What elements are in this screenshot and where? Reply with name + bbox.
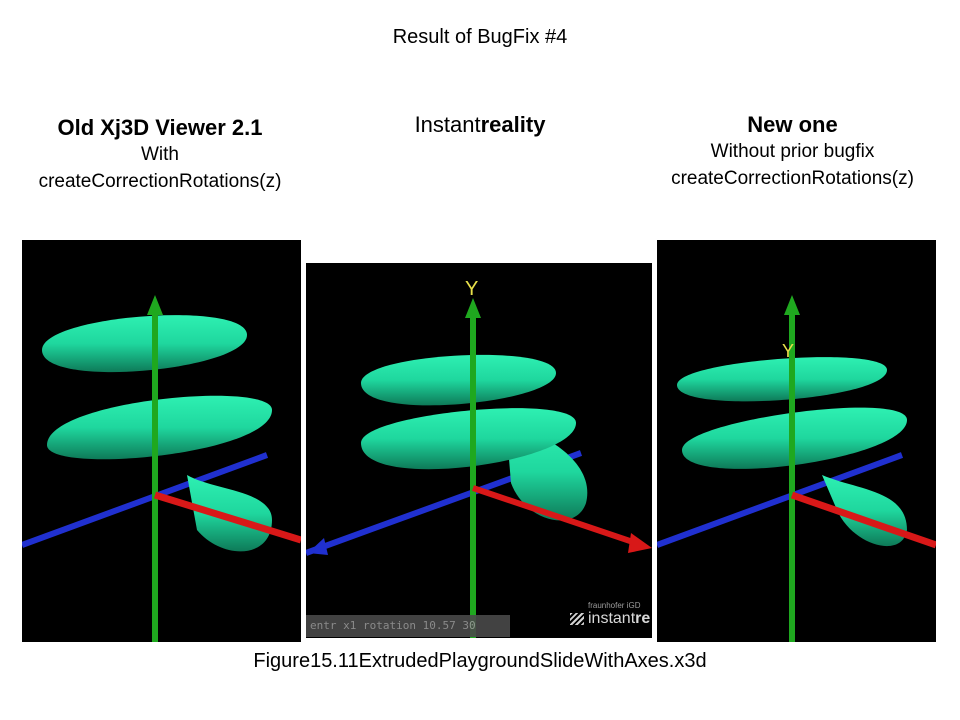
instantreality-prefix: Instant <box>414 112 481 137</box>
z-axis-line <box>22 452 269 548</box>
logo-mark-icon <box>570 612 584 625</box>
y-axis-label: Y <box>782 341 794 361</box>
new-viewer-scene: Y <box>657 295 936 642</box>
helix-top-coil <box>42 315 247 373</box>
z-axis-line <box>657 452 904 548</box>
instantreality-bold: reality <box>480 112 546 137</box>
helix-top-coil <box>677 357 887 402</box>
figure-caption: Figure15.11ExtrudedPlaygroundSlideWithAx… <box>253 650 707 672</box>
slide-title: Result of BugFix #4 <box>392 26 568 48</box>
y-axis-arrow <box>784 295 800 315</box>
instantreality-scene: Y <box>306 278 652 638</box>
x-axis-line <box>472 485 637 546</box>
z-axis-arrow <box>308 538 328 555</box>
new-viewer-line2: createCorrectionRotations(z) <box>671 168 914 189</box>
old-viewer-render <box>22 240 301 642</box>
x-axis-line <box>790 491 936 549</box>
helix-middle-coil <box>47 395 272 460</box>
new-viewer-title: New one <box>747 112 838 137</box>
y-axis-arrow <box>465 298 481 318</box>
old-viewer-scene <box>22 295 301 642</box>
old-viewer-title: Old Xj3D Viewer 2.1 <box>57 115 263 140</box>
y-axis-label: Y <box>465 278 478 300</box>
new-viewer-render: Y <box>657 240 936 642</box>
x-axis-arrow <box>628 533 652 553</box>
old-viewer-line1: With <box>141 144 179 165</box>
column-heading-old: Old Xj3D Viewer 2.1 With createCorrectio… <box>30 115 290 195</box>
y-axis-arrow <box>147 295 163 315</box>
new-viewer-line1: Without prior bugfix <box>710 141 875 162</box>
x-axis-line <box>153 491 301 544</box>
status-bar: entr x1 rotation 10.57 30 <box>306 615 510 637</box>
column-heading-instantreality: Instantreality <box>370 112 590 138</box>
helix-top-coil <box>361 354 556 406</box>
logo-bold-text: re <box>635 610 651 627</box>
old-viewer-line2: createCorrectionRotations(z) <box>38 171 282 192</box>
logo-text: instant <box>588 610 636 627</box>
instantreality-logo: fraunhofer iGD instantre <box>570 601 650 628</box>
helix-middle-coil <box>361 408 576 470</box>
logo-small-text: fraunhofer iGD <box>588 601 641 610</box>
column-heading-new: New one Without prior bugfix createCorre… <box>640 112 945 192</box>
helix-lower-coil <box>187 475 272 552</box>
instantreality-render: Y <box>306 263 652 638</box>
